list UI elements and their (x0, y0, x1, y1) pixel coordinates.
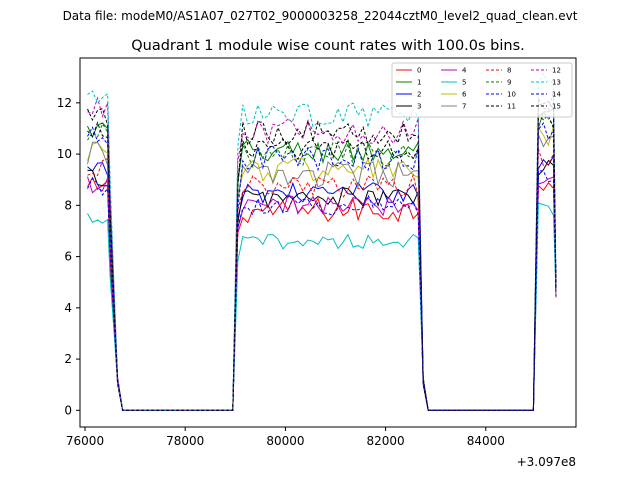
series-line-13 (87, 72, 557, 411)
legend-label-8: 8 (507, 67, 511, 75)
y-axis: 0 2 4 6 8 10 12 (57, 96, 80, 417)
legend-label-4: 4 (462, 67, 467, 75)
series-line-3 (87, 159, 557, 411)
series-line-10 (87, 170, 557, 411)
y-tick-label: 12 (57, 96, 72, 110)
series-line-7 (87, 134, 557, 411)
legend-label-7: 7 (462, 103, 466, 111)
legend-label-10: 10 (507, 91, 516, 99)
legend-label-11: 11 (507, 103, 516, 111)
y-tick-label: 4 (64, 301, 72, 315)
series-line-15 (87, 100, 557, 411)
suptitle: Data file: modeM0/AS1A07_027T02_90000032… (63, 9, 578, 23)
series-line-2 (87, 154, 557, 411)
legend-label-2: 2 (417, 91, 421, 99)
series-layer (87, 72, 557, 411)
series-line-5 (87, 202, 557, 411)
legend-label-9: 9 (507, 79, 511, 87)
x-tick-label: 78000 (166, 434, 204, 448)
x-tick-label: 82000 (367, 434, 405, 448)
legend-label-15: 15 (552, 103, 561, 111)
axes-frame (79, 57, 577, 428)
series-line-6 (87, 125, 557, 411)
legend-label-1: 1 (417, 79, 421, 87)
series-line-12 (87, 91, 557, 411)
legend-frame (391, 62, 573, 118)
series-line-14 (87, 122, 557, 411)
legend-label-0: 0 (417, 67, 421, 75)
y-tick-label: 0 (64, 403, 72, 417)
series-line-4 (87, 176, 557, 411)
plot-area (79, 57, 577, 428)
legend-label-14: 14 (552, 91, 561, 99)
legend-label-5: 5 (462, 79, 466, 87)
legend-label-6: 6 (462, 91, 467, 99)
chart-title: Quadrant 1 module wise count rates with … (131, 38, 525, 54)
x-offset-label: +3.097e8 (517, 455, 576, 469)
x-tick-label: 84000 (467, 434, 505, 448)
x-tick-label: 80000 (266, 434, 304, 448)
legend-label-12: 12 (552, 67, 561, 75)
y-tick-label: 6 (64, 250, 72, 264)
series-line-11 (87, 114, 557, 411)
legend-label-3: 3 (417, 103, 421, 111)
legend-label-13: 13 (552, 79, 561, 87)
x-axis: 76000 78000 80000 82000 84000 (66, 427, 505, 448)
y-tick-label: 8 (64, 198, 72, 212)
x-tick-label: 76000 (66, 434, 104, 448)
y-tick-label: 2 (64, 352, 72, 366)
y-tick-label: 10 (57, 147, 72, 161)
